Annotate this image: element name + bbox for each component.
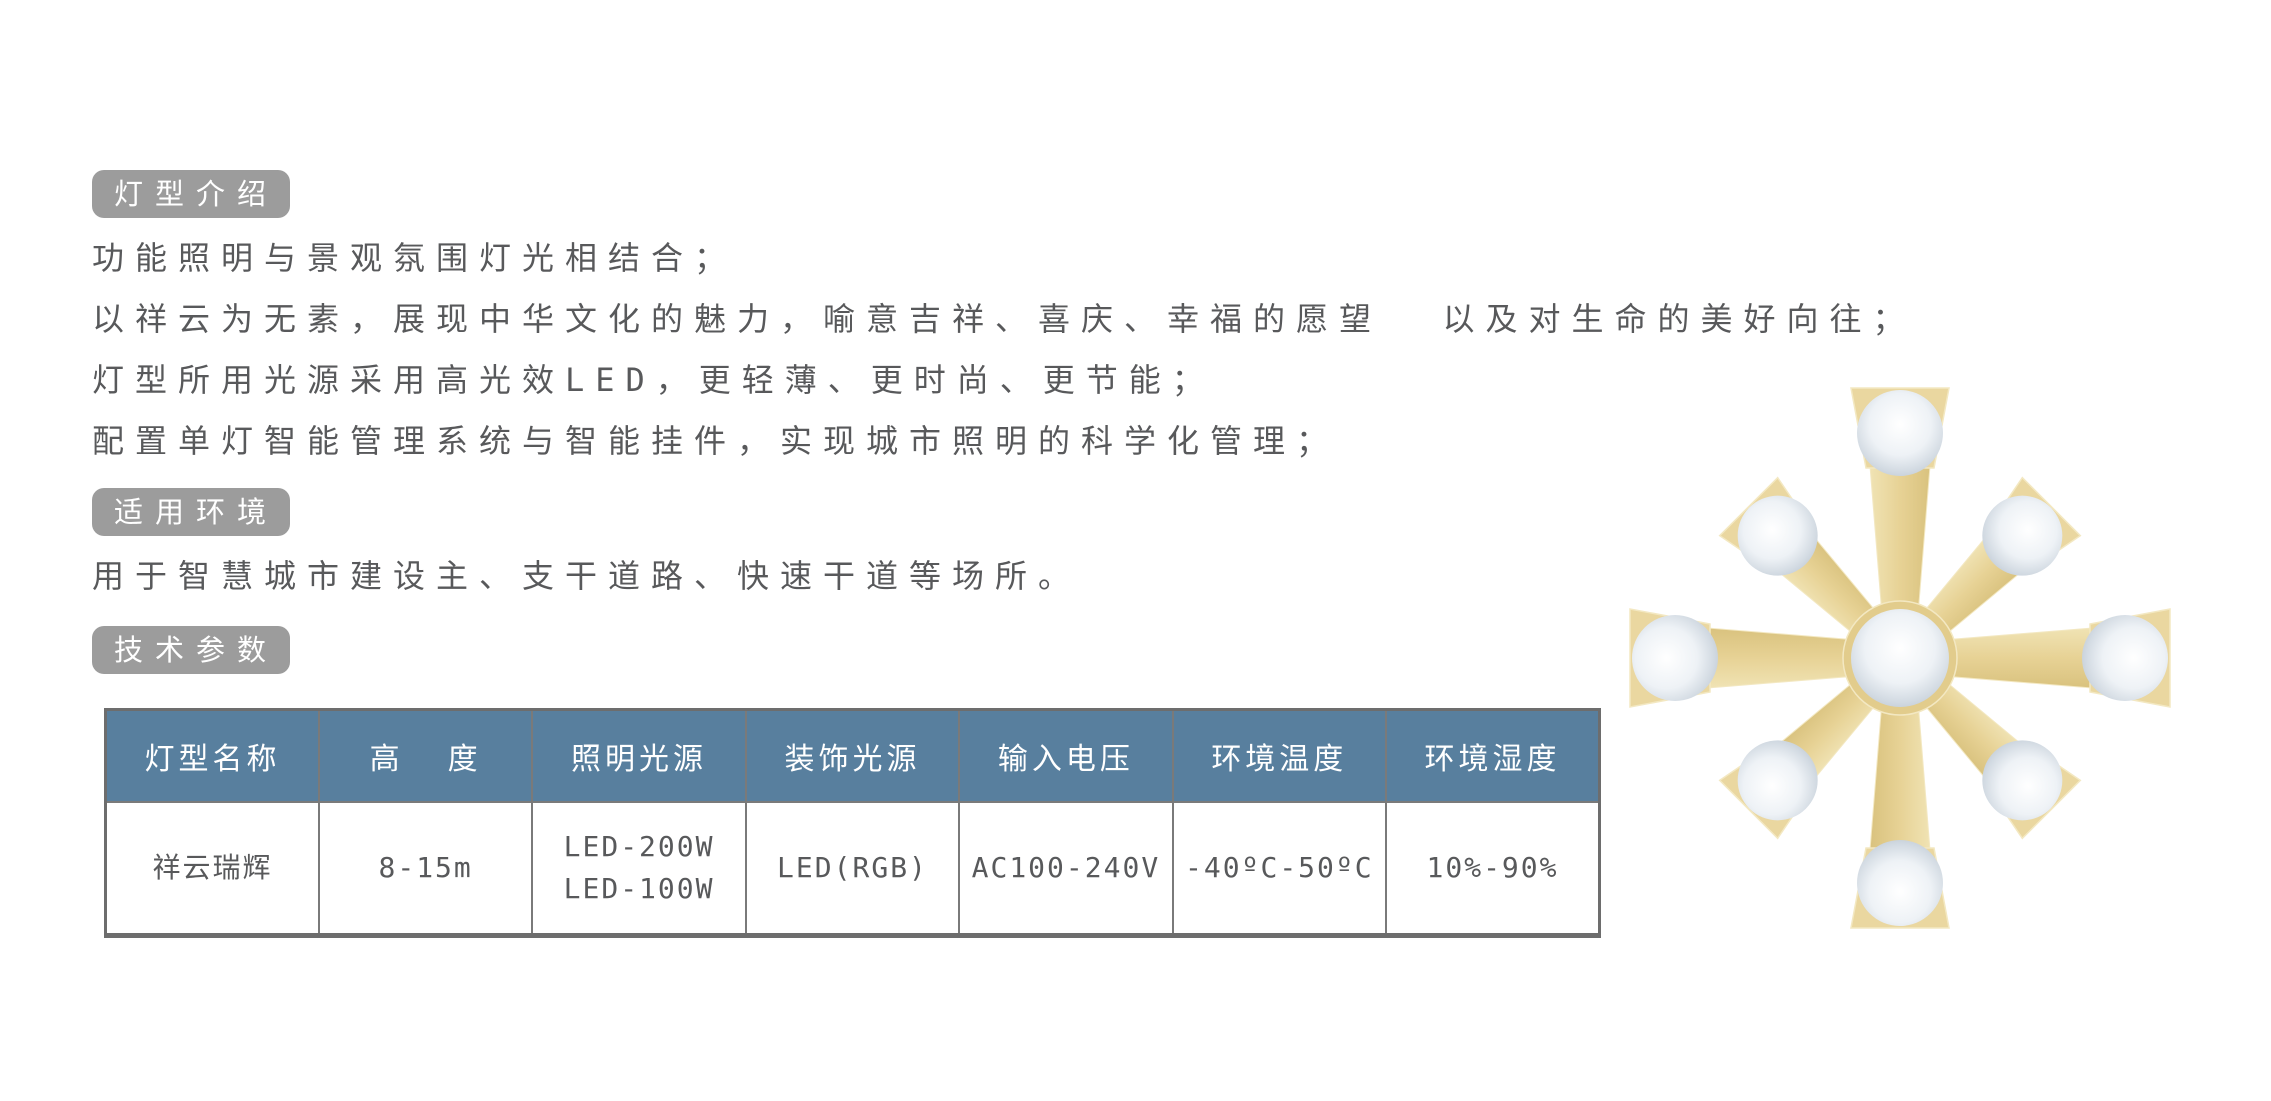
cell-lamp-name: 祥云瑞辉 [104, 801, 320, 937]
intro-paragraph: 功能照明与景观氛围灯光相结合； 以祥云为无素，展现中华文化的魅力，喻意吉祥、喜庆… [92, 228, 1916, 472]
intro-line-4: 配置单灯智能管理系统与智能挂件，实现城市照明的科学化管理； [92, 422, 1340, 460]
intro-line-3: 灯型所用光源采用高光效LED，更轻薄、更时尚、更节能； [92, 361, 1215, 399]
spec-table-header-row: 灯型名称 高 度 照明光源 装饰光源 输入电压 环境温度 环境湿度 [104, 708, 1601, 803]
environment-paragraph: 用于智慧城市建设主、支干道路、快速干道等场所。 [92, 546, 1081, 607]
spec-table-data-row: 祥云瑞辉 8-15m LED-200W LED-100W LED(RGB) AC… [104, 801, 1601, 937]
section-badge-parameters: 技术参数 [92, 626, 291, 674]
cell-lighting-source: LED-200W LED-100W [531, 801, 747, 937]
intro-line-1: 功能照明与景观氛围灯光相结合； [92, 239, 738, 277]
header-lighting-source: 照明光源 [531, 708, 747, 803]
header-lamp-name: 灯型名称 [104, 708, 320, 803]
environment-line-1: 用于智慧城市建设主、支干道路、快速干道等场所。 [92, 557, 1082, 595]
section-badge-intro: 灯型介绍 [92, 170, 291, 218]
header-ambient-humidity: 环境湿度 [1385, 708, 1601, 803]
lamp-center-bulb [1842, 600, 1958, 716]
cell-input-voltage: AC100-240V [958, 801, 1174, 937]
intro-line-2: 以祥云为无素，展现中华文化的魅力，喻意吉祥、喜庆、幸福的愿望 以及对生命的美好向… [92, 300, 1916, 338]
cell-ambient-humidity: 10%-90% [1385, 801, 1601, 937]
cell-ambient-temperature: -40ºC-50ºC [1171, 801, 1388, 937]
cell-height: 8-15m [317, 801, 534, 937]
header-input-voltage: 输入电压 [958, 708, 1174, 803]
cell-decorative-source: LED(RGB) [744, 801, 961, 937]
header-ambient-temperature: 环境温度 [1171, 708, 1388, 803]
spec-table: 灯型名称 高 度 照明光源 装饰光源 输入电压 环境温度 环境湿度 祥云瑞辉 8… [104, 708, 1601, 938]
product-photo-lamp-icon [1629, 387, 2171, 929]
header-height: 高 度 [317, 708, 534, 803]
section-badge-environment: 适用环境 [92, 488, 291, 536]
header-decorative-source: 装饰光源 [744, 708, 961, 803]
